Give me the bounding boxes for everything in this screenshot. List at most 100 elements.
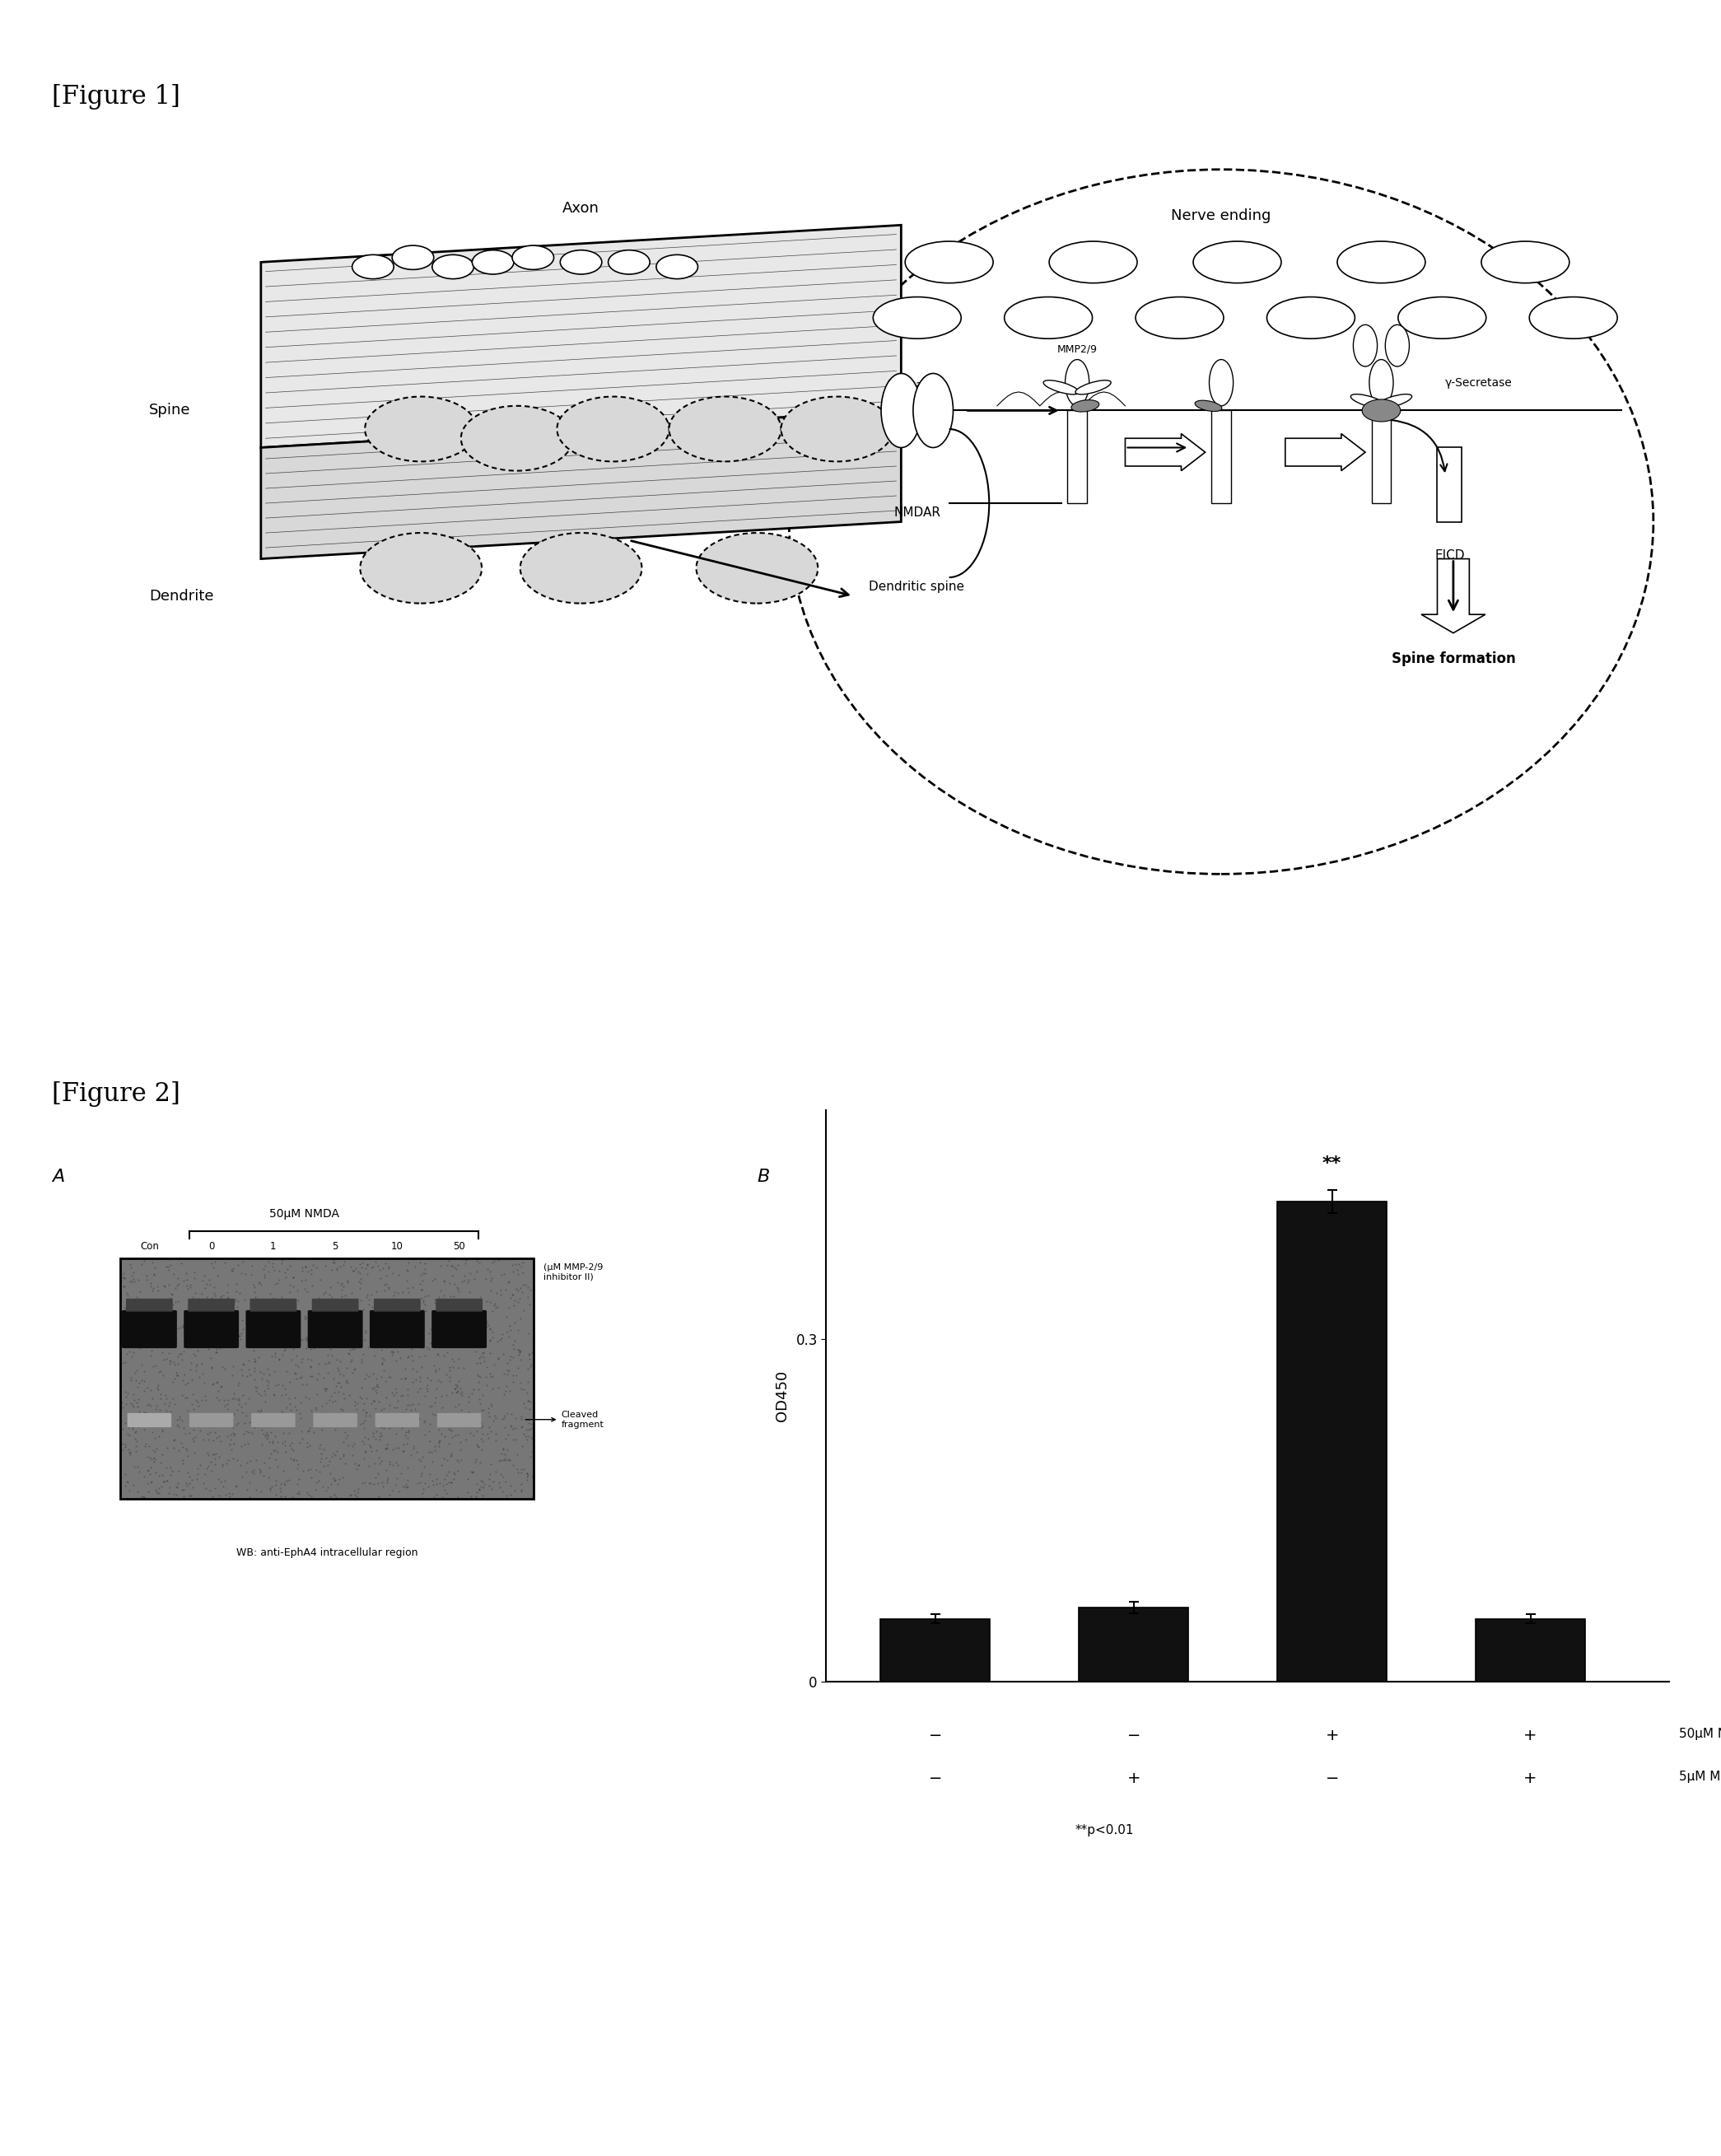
Point	[320, 1464, 348, 1498]
Point	[298, 1358, 325, 1393]
Point	[157, 1348, 184, 1382]
Point	[411, 1404, 439, 1438]
Point	[520, 1324, 547, 1358]
Point	[499, 1248, 527, 1283]
Point	[308, 1442, 336, 1477]
Point	[329, 1272, 356, 1307]
Point	[219, 1255, 246, 1289]
Point	[416, 1326, 444, 1360]
Point	[468, 1423, 496, 1457]
Point	[148, 1457, 176, 1492]
Point	[155, 1296, 182, 1330]
Point	[305, 1464, 332, 1498]
Point	[368, 1324, 396, 1358]
Point	[139, 1440, 167, 1475]
Point	[196, 1304, 224, 1339]
Point	[287, 1253, 315, 1287]
Point	[356, 1298, 384, 1332]
Point	[227, 1352, 255, 1386]
Point	[325, 1294, 353, 1328]
Point	[282, 1309, 310, 1343]
Point	[446, 1341, 473, 1376]
Point	[265, 1263, 293, 1298]
Point	[170, 1298, 198, 1332]
Point	[355, 1449, 382, 1483]
Point	[334, 1263, 361, 1298]
Point	[253, 1421, 281, 1455]
Point	[241, 1332, 268, 1367]
Point	[377, 1335, 404, 1369]
Point	[160, 1365, 188, 1399]
Bar	[1079, 1608, 1187, 1682]
Point	[114, 1376, 141, 1410]
Point	[229, 1460, 256, 1494]
Point	[425, 1281, 453, 1315]
Point	[165, 1434, 193, 1468]
Point	[520, 1283, 547, 1317]
Circle shape	[360, 533, 482, 604]
Point	[201, 1279, 229, 1313]
Point	[241, 1283, 268, 1317]
Point	[272, 1434, 299, 1468]
Point	[425, 1300, 453, 1335]
Point	[210, 1406, 237, 1440]
Point	[372, 1304, 399, 1339]
Point	[346, 1326, 373, 1360]
Point	[375, 1250, 403, 1285]
Point	[506, 1246, 534, 1281]
Point	[134, 1283, 162, 1317]
Point	[308, 1319, 336, 1354]
Point	[346, 1255, 373, 1289]
Point	[281, 1259, 308, 1294]
Point	[465, 1246, 492, 1281]
Point	[305, 1348, 332, 1382]
Point	[518, 1436, 546, 1470]
Point	[482, 1397, 509, 1432]
Point	[509, 1294, 537, 1328]
Point	[399, 1242, 427, 1276]
Point	[442, 1376, 470, 1410]
Point	[318, 1384, 346, 1419]
Point	[465, 1473, 492, 1507]
Point	[361, 1244, 389, 1279]
FancyBboxPatch shape	[312, 1298, 358, 1311]
Point	[169, 1442, 196, 1477]
Point	[325, 1365, 353, 1399]
Point	[181, 1261, 208, 1296]
Point	[415, 1434, 442, 1468]
Point	[284, 1447, 312, 1481]
Point	[484, 1324, 511, 1358]
Point	[241, 1363, 268, 1397]
Point	[210, 1279, 237, 1313]
Point	[200, 1317, 227, 1352]
FancyBboxPatch shape	[188, 1298, 234, 1311]
Point	[117, 1263, 145, 1298]
Point	[496, 1373, 523, 1408]
Point	[205, 1373, 232, 1408]
Point	[148, 1414, 176, 1449]
Point	[114, 1285, 141, 1319]
Point	[389, 1412, 416, 1447]
Point	[284, 1466, 312, 1501]
Point	[286, 1317, 313, 1352]
Point	[162, 1270, 189, 1304]
Point	[126, 1330, 153, 1365]
Point	[404, 1442, 432, 1477]
Point	[422, 1285, 449, 1319]
Point	[444, 1479, 472, 1514]
Point	[379, 1322, 406, 1356]
Point	[138, 1270, 165, 1304]
Point	[179, 1302, 207, 1337]
Point	[330, 1447, 358, 1481]
Point	[172, 1466, 200, 1501]
Point	[225, 1384, 253, 1419]
Point	[207, 1315, 234, 1350]
Text: **: **	[1322, 1156, 1342, 1173]
Ellipse shape	[1397, 298, 1487, 338]
Point	[472, 1360, 499, 1395]
Point	[473, 1283, 501, 1317]
Point	[416, 1406, 444, 1440]
Point	[456, 1274, 484, 1309]
Text: A: A	[52, 1169, 64, 1186]
Point	[470, 1343, 497, 1378]
